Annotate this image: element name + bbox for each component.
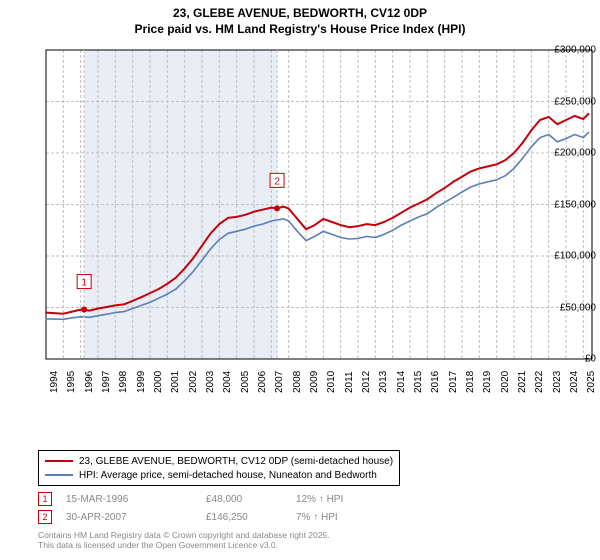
marker-id-box: 2 — [38, 510, 52, 524]
x-tick-label: 2014 — [396, 371, 407, 393]
x-tick-label: 2019 — [482, 371, 493, 393]
y-tick-label: £100,000 — [554, 251, 596, 262]
x-tick-label: 2017 — [448, 371, 459, 393]
x-tick-label: 1999 — [136, 371, 147, 393]
x-tick-label: 1996 — [84, 371, 95, 393]
x-tick-label: 2012 — [361, 371, 372, 393]
x-tick-label: 1995 — [66, 371, 77, 393]
marker-price: £146,250 — [206, 512, 296, 523]
legend: 23, GLEBE AVENUE, BEDWORTH, CV12 0DP (se… — [38, 450, 400, 486]
legend-label: HPI: Average price, semi-detached house,… — [79, 470, 377, 481]
x-tick-label: 2006 — [257, 371, 268, 393]
marker-hpi: 7% ↑ HPI — [296, 512, 376, 523]
x-tick-label: 2002 — [188, 371, 199, 393]
marker-hpi: 12% ↑ HPI — [296, 494, 376, 505]
title-line-2: Price paid vs. HM Land Registry's House … — [0, 22, 600, 38]
x-tick-label: 2016 — [430, 371, 441, 393]
y-tick-label: £50,000 — [554, 302, 596, 313]
x-tick-label: 2000 — [153, 371, 164, 393]
x-tick-label: 2024 — [569, 371, 580, 393]
x-tick-label: 2009 — [309, 371, 320, 393]
marker-row: 1 15-MAR-1996£48,00012% ↑ HPI — [38, 490, 376, 508]
marker-row: 2 30-APR-2007£146,2507% ↑ HPI — [38, 508, 376, 526]
footer: Contains HM Land Registry data © Crown c… — [38, 530, 330, 550]
x-tick-label: 2004 — [222, 371, 233, 393]
legend-item: 23, GLEBE AVENUE, BEDWORTH, CV12 0DP (se… — [45, 454, 393, 468]
marker-id-box: 1 — [38, 492, 52, 506]
svg-text:2: 2 — [274, 176, 280, 187]
marker-table: 1 15-MAR-1996£48,00012% ↑ HPI 2 30-APR-2007… — [38, 490, 376, 526]
chart-container: 23, GLEBE AVENUE, BEDWORTH, CV12 0DP Pri… — [0, 0, 600, 560]
footer-line-1: Contains HM Land Registry data © Crown c… — [38, 530, 330, 540]
title-line-1: 23, GLEBE AVENUE, BEDWORTH, CV12 0DP — [0, 6, 600, 22]
x-tick-label: 2001 — [170, 371, 181, 393]
x-tick-label: 2007 — [274, 371, 285, 393]
chart-title: 23, GLEBE AVENUE, BEDWORTH, CV12 0DP Pri… — [0, 0, 600, 37]
chart-plot-area: 12 £0£50,000£100,000£150,000£200,000£250… — [0, 44, 600, 414]
x-tick-label: 2008 — [292, 371, 303, 393]
legend-swatch — [45, 460, 73, 462]
x-tick-label: 2018 — [465, 371, 476, 393]
x-tick-label: 2025 — [586, 371, 597, 393]
legend-label: 23, GLEBE AVENUE, BEDWORTH, CV12 0DP (se… — [79, 456, 393, 467]
x-tick-label: 2011 — [344, 371, 355, 393]
x-tick-label: 2022 — [534, 371, 545, 393]
x-tick-label: 1998 — [118, 371, 129, 393]
x-tick-label: 2010 — [326, 371, 337, 393]
y-tick-label: £0 — [554, 354, 596, 365]
x-tick-label: 2003 — [205, 371, 216, 393]
y-tick-label: £200,000 — [554, 148, 596, 159]
x-tick-label: 2020 — [500, 371, 511, 393]
legend-item: HPI: Average price, semi-detached house,… — [45, 468, 393, 482]
marker-date: 15-MAR-1996 — [66, 494, 206, 505]
marker-date: 30-APR-2007 — [66, 512, 206, 523]
marker-price: £48,000 — [206, 494, 296, 505]
footer-line-2: This data is licensed under the Open Gov… — [38, 540, 330, 550]
legend-swatch — [45, 474, 73, 476]
chart-svg: 12 — [0, 44, 600, 414]
y-tick-label: £300,000 — [554, 45, 596, 56]
x-tick-label: 2023 — [552, 371, 563, 393]
y-tick-label: £250,000 — [554, 96, 596, 107]
x-tick-label: 2013 — [378, 371, 389, 393]
y-tick-label: £150,000 — [554, 199, 596, 210]
x-tick-label: 2021 — [517, 371, 528, 393]
x-tick-label: 2005 — [240, 371, 251, 393]
svg-text:1: 1 — [81, 278, 87, 289]
x-tick-label: 1994 — [49, 371, 60, 393]
x-tick-label: 1997 — [101, 371, 112, 393]
x-tick-label: 2015 — [413, 371, 424, 393]
